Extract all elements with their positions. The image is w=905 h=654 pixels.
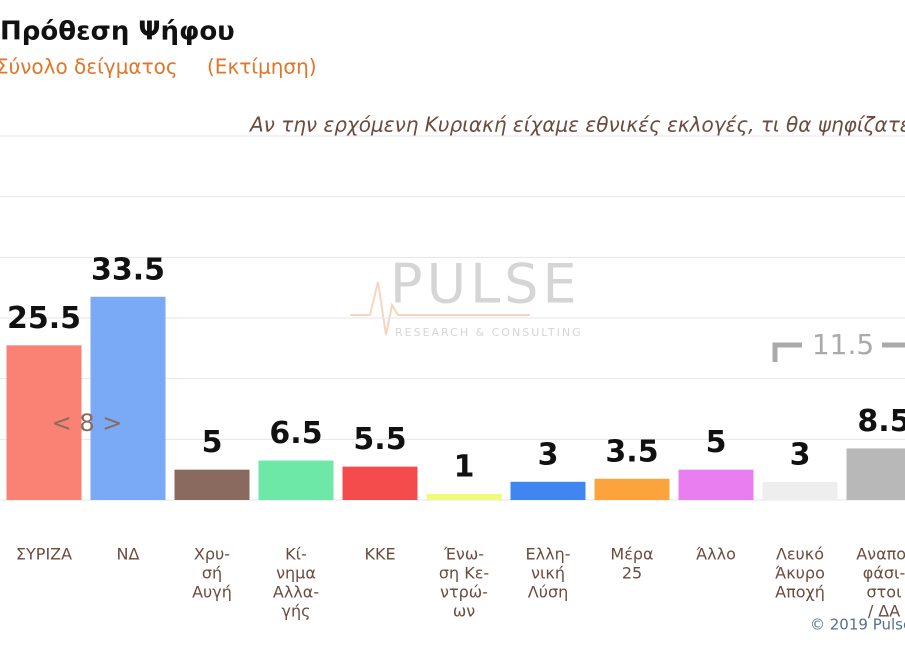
value-label: 3	[790, 437, 811, 472]
value-label: 6.5	[269, 416, 322, 451]
bar	[90, 296, 166, 500]
x-tick-label: Ελλη-	[526, 545, 571, 564]
bar	[678, 469, 754, 500]
x-tick-label: / ΔΑ	[868, 602, 900, 621]
x-tick-label: νική	[531, 564, 565, 583]
x-tick-label: Αυγή	[192, 583, 232, 602]
value-label: 1	[454, 449, 475, 484]
subtitle: (Εκτίμηση)	[207, 55, 317, 79]
x-tick-label: στοι	[867, 583, 902, 602]
x-tick-label: Λύση	[528, 583, 568, 602]
x-tick-label: νημα	[276, 564, 316, 583]
value-label: 8.5	[857, 404, 905, 439]
x-tick-label: φάσι-	[863, 564, 905, 583]
x-tick-label: ντρώ-	[440, 583, 488, 602]
bar	[594, 478, 670, 500]
watermark-text: RESEARCH & CONSULTING	[395, 326, 583, 339]
value-label: 33.5	[91, 252, 165, 287]
x-tick-label: Μέρα	[610, 545, 653, 564]
credit: © 2019 Pulse	[810, 616, 905, 634]
bracket	[772, 342, 802, 362]
bar	[258, 460, 334, 500]
x-tick-label: Λευκό	[776, 545, 824, 564]
bar	[342, 466, 418, 500]
annotation: 11.5	[812, 328, 874, 361]
x-tick-label: ΚΚΕ	[364, 545, 395, 564]
value-label: 3.5	[605, 434, 658, 469]
x-tick-label: σή	[202, 564, 222, 583]
x-tick-label: Αποχή	[775, 583, 825, 602]
x-tick-label: ων	[453, 602, 475, 621]
value-label: 25.5	[7, 301, 81, 336]
bar	[6, 345, 82, 500]
value-label: 5	[706, 425, 727, 460]
x-tick-label: γής	[282, 602, 311, 621]
chart-title: Πρόθεση Ψήφου	[0, 17, 235, 47]
x-tick-label: Άκυρο	[775, 564, 825, 583]
bar	[762, 481, 838, 500]
x-tick-label: Χρυ-	[194, 545, 230, 564]
bar	[426, 493, 502, 500]
x-tick-label: Ένω-	[443, 545, 484, 564]
x-tick-label: ΣΥΡΙΖΑ	[16, 545, 72, 564]
watermark: PULSE RESEARCH & CONSULTING	[350, 253, 583, 339]
value-label: 5	[202, 425, 223, 460]
x-tick-label: 25	[622, 564, 642, 583]
bar	[846, 448, 905, 500]
x-tick-label: ΝΔ	[117, 545, 140, 564]
pager[interactable]: < 8 >	[52, 409, 123, 437]
x-tick-label: Αλλα-	[273, 583, 319, 602]
value-label: 3	[538, 437, 559, 472]
x-tick-label: Αναπο-	[856, 545, 905, 564]
value-label: 5.5	[353, 422, 406, 457]
bar	[174, 469, 250, 500]
x-tick-label: Κί-	[285, 545, 307, 564]
subtitle: Σύνολο δείγματος	[0, 55, 178, 79]
bar	[510, 481, 586, 500]
x-tick-label: Άλλο	[696, 545, 736, 564]
x-tick-label: ση Κε-	[439, 564, 489, 583]
question: Αν την ερχόμενη Κυριακή είχαμε εθνικές ε…	[248, 113, 905, 137]
watermark-text: PULSE	[390, 253, 581, 316]
